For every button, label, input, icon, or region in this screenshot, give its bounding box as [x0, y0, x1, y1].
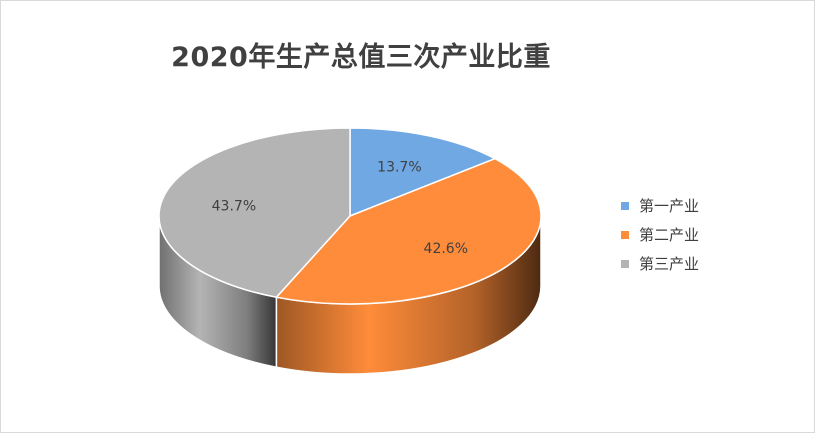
data-label-2: 43.7%	[212, 198, 256, 214]
pie-slice-1	[275, 157, 542, 305]
data-label-0: 13.7%	[377, 159, 421, 175]
legend-item-1: 第二产业	[621, 220, 699, 249]
pie-slice-2	[158, 127, 351, 298]
pie-slice-0	[349, 127, 496, 217]
data-label-1: 42.6%	[424, 241, 468, 257]
legend-label: 第三产业	[639, 255, 700, 273]
legend-label: 第二产业	[639, 226, 700, 244]
legend: 第一产业第二产业第三产业	[621, 191, 699, 278]
legend-item-0: 第一产业	[621, 191, 699, 220]
chart-title: 2020年生产总值三次产业比重	[171, 42, 551, 73]
legend-swatch	[621, 201, 629, 210]
legend-label: 第一产业	[639, 197, 700, 215]
legend-swatch	[621, 230, 629, 239]
legend-swatch	[621, 259, 629, 268]
legend-item-2: 第三产业	[621, 249, 699, 278]
